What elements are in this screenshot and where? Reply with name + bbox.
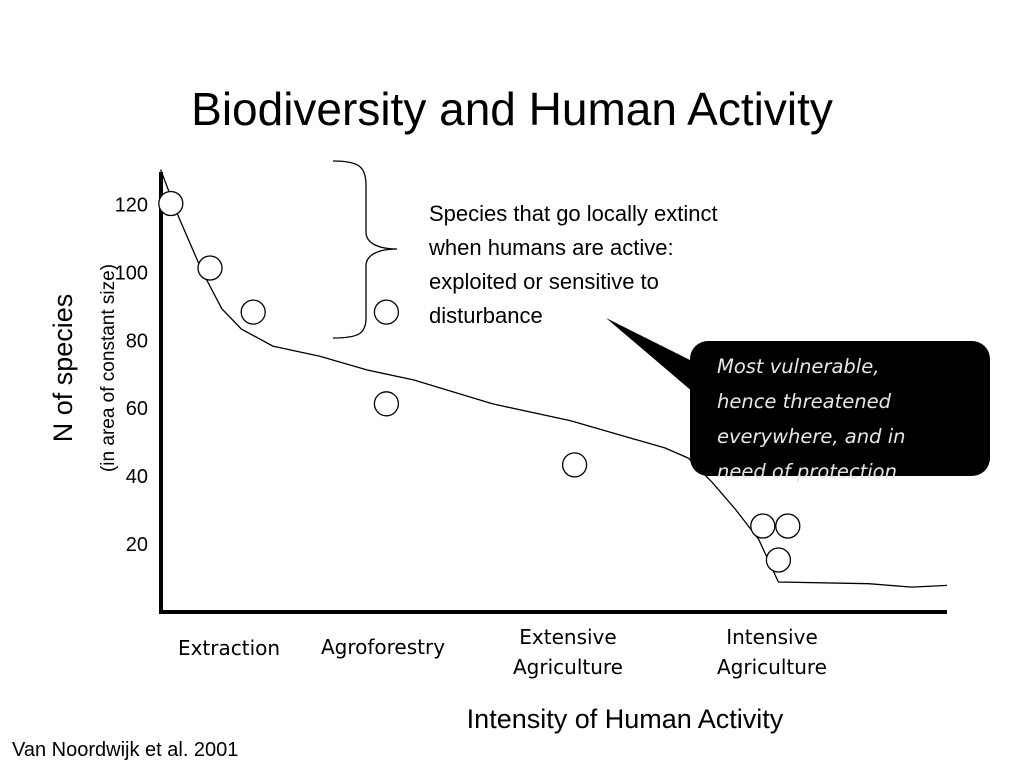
y-tick-label: 100 — [115, 262, 148, 284]
callout-pointer — [606, 318, 700, 398]
vulnerable-annotation-line: everywhere, and in — [717, 425, 905, 448]
extinct-annotation-line: when humans are active: — [428, 235, 674, 260]
y-tick-label: 120 — [115, 195, 148, 217]
vulnerable-annotation-line: hence threatened — [717, 390, 892, 413]
source-citation: Van Noordwijk et al. 2001 — [12, 739, 238, 761]
callout-box — [690, 341, 990, 476]
extinct-annotation-line: disturbance — [429, 303, 543, 328]
data-point — [775, 513, 801, 539]
y-tick-label: 40 — [126, 466, 148, 488]
x-category-label: Agroforestry — [321, 635, 445, 659]
y-axis-sublabel: (in area of constant size) — [98, 264, 119, 472]
x-category-label: Intensive — [726, 625, 818, 649]
data-point — [750, 513, 776, 539]
data-point — [197, 255, 223, 281]
data-point — [765, 547, 792, 573]
extinct-annotation: Species that go locally extinct when huma… — [428, 201, 718, 328]
y-tick-labels: 120 100 80 60 40 20 — [115, 195, 148, 557]
data-point — [373, 299, 400, 325]
x-category-label: Extraction — [178, 636, 280, 660]
y-axis-label: N of species — [48, 294, 78, 443]
y-tick-label: 80 — [126, 330, 148, 352]
data-point — [373, 391, 400, 417]
vulnerable-annotation-line: Most vulnerable, — [717, 355, 879, 378]
vulnerable-annotation: Most vulnerable, hence threatened everywhe… — [717, 355, 905, 483]
data-point — [158, 190, 184, 217]
chart-title: Biodiversity and Human Activity — [191, 83, 833, 135]
vulnerable-annotation-line: need of protection — [717, 460, 897, 483]
x-category-label: Agriculture — [717, 655, 827, 679]
x-category-labels: Extraction Agroforestry Extensive Agricultu… — [178, 625, 827, 679]
data-points — [158, 190, 801, 573]
extinct-annotation-line: exploited or sensitive to — [429, 269, 659, 294]
data-point — [240, 299, 266, 325]
x-axis-label: Intensity of Human Activity — [467, 704, 784, 734]
extinct-brace — [332, 160, 398, 339]
y-axis-label-group: N of species (in area of constant size) — [48, 264, 119, 472]
extinct-annotation-line: Species that go locally extinct — [429, 201, 718, 226]
x-category-label: Agriculture — [513, 655, 623, 679]
data-point — [561, 452, 588, 478]
y-tick-label: 60 — [126, 398, 148, 420]
y-tick-label: 20 — [126, 534, 148, 556]
x-category-label: Extensive — [519, 625, 616, 649]
